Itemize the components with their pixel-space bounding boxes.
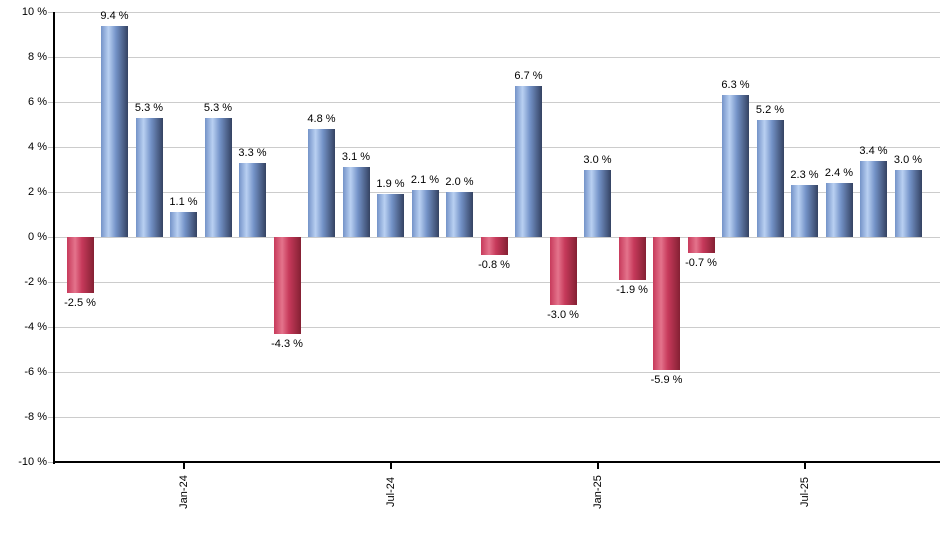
gridline <box>55 12 940 13</box>
bar-value-label: -1.9 % <box>616 283 648 296</box>
y-axis-tick <box>48 192 53 193</box>
y-axis-tick-label: -8 % <box>24 411 47 423</box>
x-axis-tick <box>596 462 599 469</box>
bar-value-label: 2.4 % <box>824 167 854 179</box>
bar-value-label: 2.0 % <box>445 176 474 188</box>
y-axis-tick-label: 4 % <box>28 141 47 153</box>
x-axis-tick <box>803 462 806 469</box>
positive-bar <box>411 189 439 237</box>
x-axis-tick-label: Jul-25 <box>798 477 811 507</box>
positive-bar <box>791 185 818 237</box>
positive-bar <box>377 194 404 237</box>
bar-value-label: -5.9 % <box>650 373 683 386</box>
positive-bar <box>515 86 542 237</box>
x-axis-tick <box>182 462 185 469</box>
y-axis-tick <box>48 417 53 418</box>
positive-bar <box>584 169 611 237</box>
positive-bar <box>825 183 853 237</box>
bar-value-label: 3.4 % <box>859 144 888 157</box>
gridline <box>55 417 940 418</box>
x-axis-line <box>55 461 940 463</box>
gridline <box>55 327 940 328</box>
x-axis-tick-label: Jul-24 <box>384 477 397 507</box>
gridline <box>55 147 940 148</box>
gridline <box>55 282 940 283</box>
bar-value-label: 4.8 % <box>307 113 336 125</box>
bar-value-label: 6.7 % <box>514 70 543 83</box>
bar-value-label: 5.3 % <box>134 101 164 114</box>
positive-bar <box>860 160 887 237</box>
gridline <box>55 372 940 373</box>
positive-bar <box>239 162 266 237</box>
bar-value-label: -2.5 % <box>64 297 96 310</box>
negative-bar <box>653 237 680 370</box>
x-axis-tick-label: Jan-24 <box>177 475 190 509</box>
positive-bar <box>170 212 197 237</box>
y-axis-tick <box>48 237 53 238</box>
y-axis-line <box>53 12 55 464</box>
y-axis-tick-label: -6 % <box>24 366 47 378</box>
gridline <box>55 102 940 103</box>
gridline <box>55 192 940 193</box>
y-axis-tick-label: -10 % <box>18 456 47 468</box>
bar-value-label: 3.0 % <box>893 153 923 166</box>
negative-bar <box>273 237 301 334</box>
y-axis-tick-label: 8 % <box>28 51 47 63</box>
positive-bar <box>894 169 922 237</box>
bar-value-label: 5.2 % <box>755 104 785 116</box>
bar-value-label: -3.0 % <box>547 308 579 321</box>
y-axis-tick <box>48 12 53 13</box>
gridline <box>55 57 940 58</box>
bar-value-label: 3.0 % <box>583 153 612 166</box>
bar-value-label: -0.7 % <box>685 256 717 269</box>
bar-value-label: 2.1 % <box>410 173 440 186</box>
y-axis-tick-label: -4 % <box>24 321 47 333</box>
y-axis-tick <box>48 327 53 328</box>
y-axis-tick <box>48 102 53 103</box>
y-axis-tick-label: -2 % <box>24 276 47 288</box>
bar-value-label: 5.3 % <box>203 101 233 114</box>
bar-value-label: 3.1 % <box>341 151 371 164</box>
positive-bar <box>342 167 370 237</box>
y-axis-tick <box>48 372 53 373</box>
positive-bar <box>135 117 163 237</box>
positive-bar <box>756 120 784 237</box>
y-axis-tick-label: 6 % <box>28 96 47 108</box>
negative-bar <box>549 237 577 305</box>
negative-bar <box>687 237 715 253</box>
y-axis-tick <box>48 57 53 58</box>
y-axis-tick <box>48 462 53 463</box>
bar-value-label: 1.1 % <box>169 196 198 209</box>
bar-value-label: 1.9 % <box>376 178 405 191</box>
bar-value-label: -4.3 % <box>271 337 303 350</box>
y-axis-tick <box>48 147 53 148</box>
y-axis-tick-label: 2 % <box>28 186 47 198</box>
bar-value-label: 6.3 % <box>721 79 750 92</box>
bar-value-label: 2.3 % <box>790 169 819 182</box>
positive-bar <box>446 192 473 237</box>
positive-bar <box>308 129 335 237</box>
x-axis-tick <box>389 462 392 469</box>
positive-bar <box>101 25 128 237</box>
negative-bar <box>480 237 508 255</box>
bar-value-label: -0.8 % <box>478 259 510 271</box>
bar-value-label: 3.3 % <box>238 146 267 159</box>
y-axis-tick-label: 0 % <box>28 231 47 243</box>
plot-area: -2.5 % 9.4 % 5.3 % 1.1 % 5.3 % 3.3 % -4.3 % 4.8… <box>48 9 940 509</box>
y-axis-tick <box>48 282 53 283</box>
bar-value-label: 9.4 % <box>100 9 129 22</box>
positive-bar <box>722 95 749 237</box>
x-axis-tick-label: Jan-25 <box>591 475 604 509</box>
y-axis-tick-label: 10 % <box>21 6 47 18</box>
positive-bar <box>204 117 232 237</box>
negative-bar <box>618 237 646 280</box>
negative-bar <box>66 237 94 294</box>
